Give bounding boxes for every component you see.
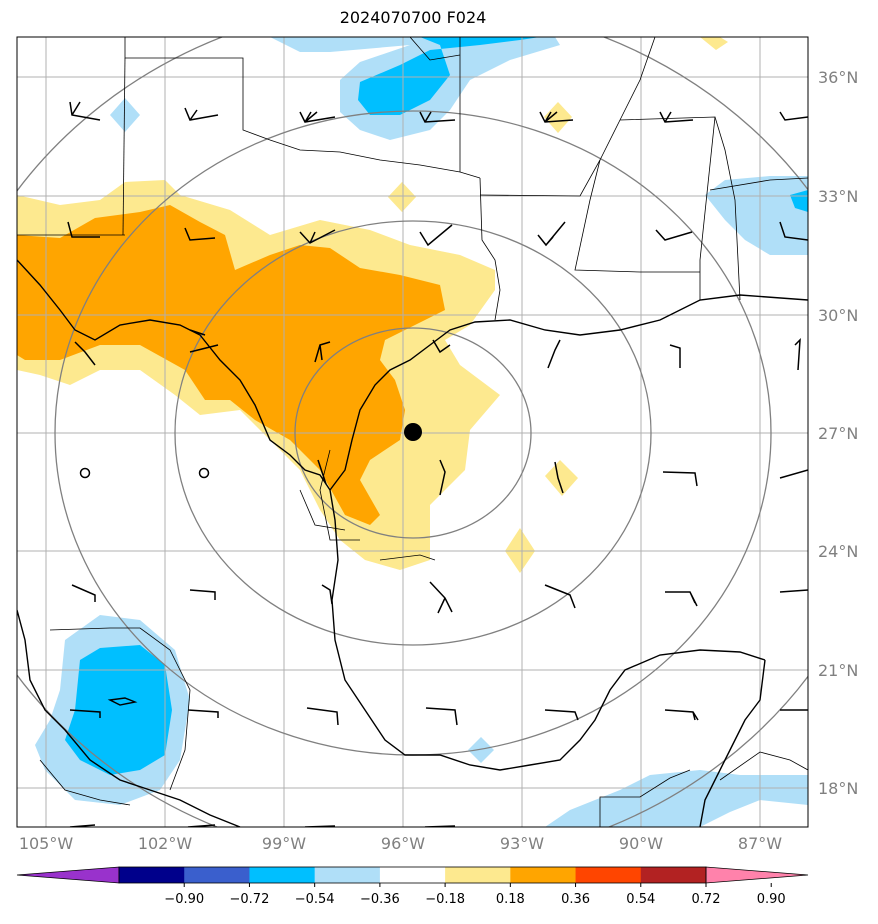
lat-label: 24°N <box>818 542 858 561</box>
lon-label: 93°W <box>500 834 544 853</box>
colorbar-bin <box>510 867 577 883</box>
lat-label: 18°N <box>818 779 858 798</box>
lat-label: 27°N <box>818 424 858 443</box>
colorbar-bin <box>119 867 185 883</box>
lat-label: 21°N <box>818 661 858 680</box>
colorbar-tick-label: 0.54 <box>626 892 655 907</box>
contour-diamond-2 <box>388 182 416 212</box>
contour-light-blue-gulf <box>468 737 494 763</box>
map-title: 2024070700 F024 <box>339 8 487 27</box>
lon-label: 96°W <box>381 834 425 853</box>
colorbar-bin <box>379 867 446 883</box>
lon-label: 99°W <box>262 834 306 853</box>
calm-wind-marker <box>79 467 91 479</box>
lat-label: 30°N <box>818 306 858 325</box>
colorbar-tick-label: −0.54 <box>295 892 335 907</box>
state-borders <box>17 37 808 827</box>
colorbar-bin <box>314 867 381 883</box>
colorbar-tick-label: −0.72 <box>230 892 270 907</box>
colorbar-extend-high <box>705 866 809 884</box>
colorbar-tick-label: 0.72 <box>692 892 721 907</box>
colorbar-tick-label: −0.18 <box>425 892 465 907</box>
contour-diamond-4 <box>545 460 578 496</box>
colorbar-extend-low <box>16 866 120 884</box>
contour-diamond-1 <box>544 102 572 133</box>
map-area <box>17 37 808 827</box>
longitude-labels: 105°W 102°W 99°W 96°W 93°W 90°W 87°W <box>19 834 782 853</box>
colorbar-bin <box>249 867 316 883</box>
contour-light-blue-small <box>110 98 140 132</box>
gridlines <box>17 37 808 827</box>
colorbar-bin <box>445 867 511 883</box>
contour-light-blue-east <box>705 176 808 255</box>
lon-label: 90°W <box>619 834 663 853</box>
lat-label: 36°N <box>818 68 858 87</box>
center-marker <box>404 423 422 441</box>
colorbar-bin <box>575 867 642 883</box>
lon-label: 87°W <box>738 834 782 853</box>
map-frame <box>16 36 809 828</box>
colorbar-tick-label: −0.36 <box>360 892 400 907</box>
coastline <box>17 259 808 827</box>
lat-label: 33°N <box>818 187 858 206</box>
latitude-labels: 36°N 33°N 30°N 27°N 24°N 21°N 18°N <box>818 68 858 798</box>
calm-markers <box>79 467 210 479</box>
colorbar-tick-label: 0.36 <box>561 892 590 907</box>
calm-wind-marker <box>198 467 210 479</box>
contour-diamond-5 <box>700 37 728 50</box>
contour-blue-sw <box>65 645 172 775</box>
colorbar-tick-label: 0.90 <box>757 892 786 907</box>
colorbar-tick-label: 0.18 <box>496 892 525 907</box>
colorbar-bin <box>184 867 250 883</box>
colorbar-outline <box>118 866 707 884</box>
contour-light-blue-se <box>545 770 808 827</box>
lon-label: 105°W <box>19 834 74 853</box>
lon-label: 102°W <box>138 834 193 853</box>
colorbar-tick-label: −0.90 <box>164 892 204 907</box>
contour-orange <box>17 205 445 525</box>
colorbar-bin <box>640 867 707 883</box>
colorbar: −0.90 −0.72 −0.54 −0.36 −0.18 0.18 0.36 0.54 0.7… <box>16 866 809 907</box>
